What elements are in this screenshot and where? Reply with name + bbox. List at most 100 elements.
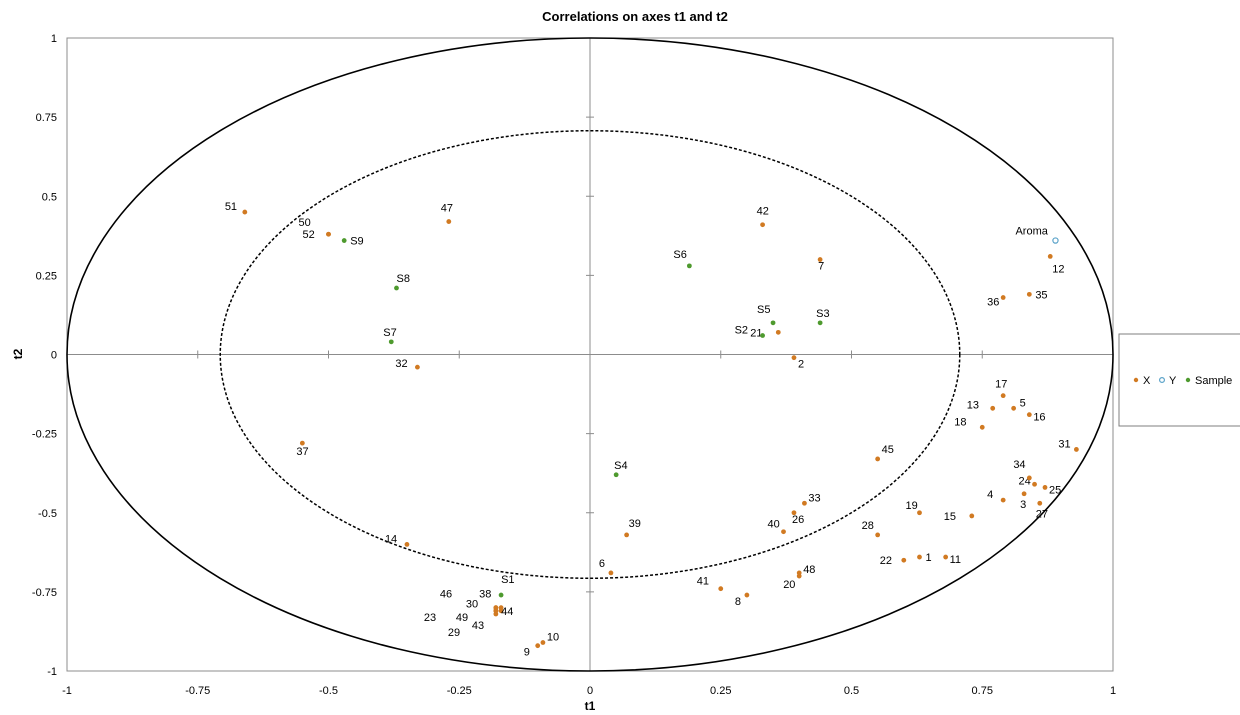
point-45: [875, 456, 881, 462]
point-12: [1047, 253, 1053, 259]
point-label-10: 10: [547, 632, 559, 644]
point-label-3: 3: [1020, 499, 1026, 511]
point-16: [1026, 412, 1032, 418]
series-x: 1234567891011121314151617181920212223242…: [225, 201, 1079, 659]
y-tick-label: 0: [51, 350, 57, 362]
point-label-45: 45: [882, 444, 894, 456]
point-label-s5: S5: [757, 304, 770, 316]
point-s2: [760, 333, 765, 338]
point-14: [404, 542, 410, 547]
inner-correlation-circle: [219, 129, 961, 580]
point-label-4: 4: [987, 489, 993, 501]
legend: X Y Sample: [1118, 333, 1240, 427]
point-7: [817, 257, 823, 262]
point-44: [498, 608, 504, 614]
point-22: [901, 557, 907, 563]
point-label-8: 8: [735, 596, 741, 608]
y-tick-label: -0.75: [32, 587, 57, 599]
point-33: [802, 500, 807, 506]
point-label-s7: S7: [383, 327, 396, 339]
point-10: [540, 640, 546, 645]
point-27: [1037, 500, 1043, 506]
point-label-s4: S4: [614, 460, 627, 472]
point-51: [242, 209, 248, 215]
y-tick-label: 1: [51, 33, 57, 45]
x-tick-label: 0.25: [710, 685, 731, 697]
point-label-37: 37: [296, 446, 308, 458]
y-tick-label: 0.5: [42, 191, 57, 203]
point-label-17: 17: [995, 379, 1007, 391]
point-label-s3: S3: [816, 308, 829, 320]
x-tick-label: -0.5: [319, 685, 338, 697]
point-label-6: 6: [599, 558, 605, 570]
point-37: [299, 440, 305, 446]
point-label-39: 39: [629, 518, 641, 530]
point-label-s1: S1: [501, 574, 514, 586]
x-tick-label: 0.75: [972, 685, 993, 697]
point-42: [760, 222, 765, 228]
series-sample: S1 S2 S3 S4 S5 S6 S7 S8 S9: [341, 236, 830, 598]
point-6: [608, 570, 614, 576]
point-36: [1000, 295, 1006, 300]
x-tick-label: 0: [587, 685, 593, 697]
x-tick-label: 1: [1110, 685, 1116, 697]
point-9: [535, 643, 541, 649]
point-35: [1026, 291, 1032, 297]
x-tick-label: -0.75: [185, 685, 210, 697]
point-label-48: 48: [803, 564, 815, 576]
point-label-s8: S8: [396, 273, 409, 285]
y-tick-label: -1: [47, 666, 57, 678]
point-label-27: 27: [1036, 508, 1048, 520]
point-label-20: 20: [783, 579, 795, 591]
point-label-aroma: Aroma: [1015, 226, 1048, 238]
point-label-35: 35: [1035, 289, 1047, 301]
point-label-30: 30: [466, 599, 478, 611]
x-axis-title: t1: [585, 699, 596, 713]
point-40: [781, 529, 786, 535]
point-label-15: 15: [944, 511, 956, 523]
x-tick-label: -1: [62, 685, 72, 697]
point-47: [446, 219, 452, 224]
point-label-13: 13: [967, 399, 979, 411]
point-label-43: 43: [472, 620, 484, 632]
point-39: [624, 532, 630, 538]
point-3: [1021, 491, 1027, 497]
point-label-51: 51: [225, 201, 237, 213]
point-s8: [394, 285, 399, 291]
point-label-31: 31: [1058, 438, 1070, 450]
point-52: [326, 231, 331, 237]
point-label-36: 36: [987, 297, 999, 309]
chart-title: Correlations on axes t1 and t2: [542, 9, 728, 24]
legend-marker-y: [1158, 377, 1165, 384]
point-label-19: 19: [905, 500, 917, 512]
point-25: [1042, 485, 1048, 490]
point-8: [744, 592, 750, 598]
point-21: [775, 329, 781, 335]
point-4: [1000, 497, 1006, 503]
point-31: [1073, 447, 1079, 452]
point-18: [979, 424, 985, 430]
point-label-28: 28: [862, 520, 874, 532]
legend-label-sample: Sample: [1195, 375, 1232, 387]
point-17: [1000, 393, 1006, 399]
point-label-42: 42: [757, 206, 769, 218]
point-label-29: 29: [448, 627, 460, 639]
point-s9: [341, 238, 347, 243]
point-label-38: 38: [479, 589, 491, 601]
point-label-33: 33: [808, 492, 820, 504]
point-label-18: 18: [954, 416, 966, 428]
legend-label-y: Y: [1169, 375, 1177, 387]
point-label-1: 1: [925, 552, 931, 564]
point-label-s9: S9: [350, 236, 363, 248]
point-49: [493, 608, 499, 614]
legend-label-x: X: [1143, 375, 1151, 387]
point-label-25: 25: [1049, 484, 1061, 496]
point-5: [1011, 405, 1017, 411]
point-s1: [498, 592, 504, 598]
point-label-34: 34: [1013, 459, 1025, 471]
point-s6: [686, 263, 692, 269]
point-s5: [770, 320, 776, 326]
point-label-s2: S2: [735, 325, 748, 337]
